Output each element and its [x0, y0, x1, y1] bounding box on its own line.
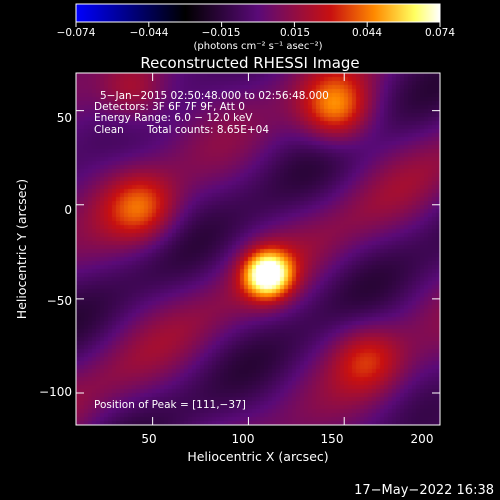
colorbar-tick-label-2: −0.015	[202, 27, 241, 39]
footer-date: 17−May−2022 16:38	[354, 483, 494, 498]
colorbar-tick-label-1: −0.044	[130, 27, 169, 39]
colorbar-tick-label-4: 0.044	[352, 27, 382, 39]
y-tick-label-0: 0	[64, 203, 72, 217]
colorbar-gradient	[75, 3, 441, 23]
y-tick-label-50: 50	[57, 111, 72, 125]
colorbar: −0.074 −0.044 −0.015 0.015 0.044 0.074 (…	[57, 3, 455, 52]
heatmap-image-wrap	[76, 73, 440, 425]
x-tick-label-150: 150	[321, 432, 344, 446]
heatmap-image	[76, 73, 440, 425]
x-axis-ticks	[152, 73, 441, 425]
annotation-time: 5−Jan−2015 02:50:48.000 to 02:56:48.000	[100, 90, 329, 102]
x-tick-label-100: 100	[232, 432, 255, 446]
y-axis-label: Heliocentric Y (arcsec)	[14, 179, 29, 319]
y-tick-label-minus50: −50	[47, 294, 72, 308]
annotation-counts: Total counts: 8.65E+04	[146, 124, 269, 136]
y-axis-ticks	[76, 110, 440, 394]
x-tick-label-200: 200	[411, 432, 434, 446]
chart-title: Reconstructed RHESSI Image	[140, 54, 359, 72]
annotation-detectors: Detectors: 3F 6F 7F 9F, Att 0	[94, 101, 245, 113]
x-axis-label: Heliocentric X (arcsec)	[187, 449, 328, 464]
colorbar-unit-label: (photons cm⁻² s⁻¹ asec⁻²)	[193, 41, 322, 52]
plot-frame	[75, 72, 441, 426]
x-tick-label-50: 50	[141, 432, 156, 446]
y-tick-label-minus100: −100	[39, 385, 72, 399]
colorbar-ticks	[75, 22, 441, 27]
colorbar-tick-label-0: −0.074	[57, 27, 96, 39]
annotation-peak: Position of Peak = [111,−37]	[94, 399, 246, 411]
colorbar-tick-label-3: 0.015	[280, 27, 310, 39]
annotation-energy: Energy Range: 6.0 − 12.0 keV	[94, 112, 253, 124]
colorbar-tick-label-5: 0.074	[425, 27, 455, 39]
annotation-method: Clean	[94, 124, 124, 136]
